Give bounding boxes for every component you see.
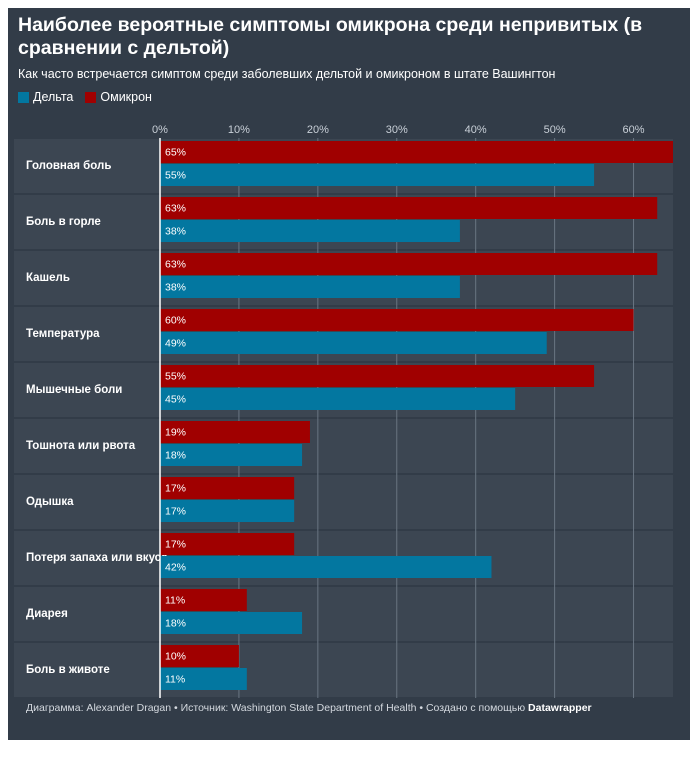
x-tick-label: 50% [544, 124, 566, 136]
data-label-delta: 42% [165, 561, 186, 573]
row-band [14, 587, 673, 641]
legend-label-delta: Дельта [33, 90, 74, 104]
category-label: Головная боль [26, 160, 111, 172]
category-label: Мышечные боли [26, 384, 122, 396]
footer-credits: Диаграмма: Alexander Dragan • Источник: … [26, 702, 526, 714]
bar-delta [160, 332, 547, 354]
category-label: Потеря запаха или вкуса [26, 552, 168, 564]
category-label: Одышка [26, 496, 74, 508]
bar-delta [160, 612, 303, 634]
row-band [14, 643, 673, 697]
bar-omicron [160, 253, 658, 275]
legend: Дельта Омикрон [18, 90, 152, 104]
category-label: Температура [26, 328, 100, 340]
data-label-delta: 38% [165, 225, 186, 237]
legend-label-omicron: Омикрон [100, 90, 152, 104]
category-label: Диарея [26, 608, 68, 620]
bar-omicron [160, 365, 595, 387]
data-label-omicron: 10% [165, 650, 186, 662]
category-label: Боль в животе [26, 664, 110, 676]
data-label-delta: 49% [165, 337, 186, 349]
data-label-delta: 55% [165, 169, 186, 181]
data-label-delta: 45% [165, 393, 186, 405]
data-label-delta: 17% [165, 505, 186, 517]
bar-omicron [160, 533, 295, 555]
data-label-delta: 38% [165, 281, 186, 293]
x-tick-label: 0% [152, 124, 168, 136]
x-tick-label: 20% [307, 124, 329, 136]
bar-omicron [160, 309, 634, 331]
legend-item-delta: Дельта [18, 90, 73, 104]
data-label-delta: 18% [165, 449, 186, 461]
bar-delta [160, 444, 303, 466]
category-label: Тошнота или рвота [26, 440, 136, 452]
data-label-delta: 11% [165, 673, 185, 685]
bar-omicron [160, 141, 673, 163]
bar-omicron [160, 197, 658, 219]
bar-chart: 0% 10% 20% 30% 40% 50% 60% Головная боль 65% 55% Б… [14, 124, 673, 698]
chart-subtitle: Как часто встречается симптом среди забо… [18, 67, 556, 81]
data-label-omicron: 63% [165, 202, 186, 214]
x-tick-label: 40% [465, 124, 487, 136]
footer-brand: Datawrapper [528, 702, 592, 714]
chart-title: Наиболее вероятные симптомы омикрона сре… [18, 14, 643, 59]
bar-omicron [160, 589, 247, 611]
bar-delta [160, 220, 460, 242]
data-label-omicron: 63% [165, 258, 186, 270]
x-tick-label: 30% [386, 124, 408, 136]
category-label: Боль в горле [26, 216, 101, 228]
bar-delta [160, 164, 595, 186]
data-label-omicron: 11% [165, 594, 185, 606]
legend-swatch-omicron [85, 91, 97, 103]
data-label-delta: 18% [165, 617, 186, 629]
row-band [14, 475, 673, 529]
category-label: Кашель [26, 272, 70, 284]
bar-delta [160, 388, 516, 410]
x-tick-label: 10% [228, 124, 250, 136]
legend-swatch-delta [18, 91, 29, 103]
x-tick-label: 60% [623, 124, 645, 136]
data-label-omicron: 19% [165, 426, 186, 438]
data-label-omicron: 65% [165, 146, 186, 158]
data-label-omicron: 55% [165, 370, 186, 382]
data-label-omicron: 17% [165, 482, 186, 494]
bar-omicron [160, 645, 239, 667]
legend-item-omicron: Омикрон [85, 90, 152, 104]
bar-delta [160, 276, 460, 298]
bar-delta [160, 668, 247, 690]
data-label-omicron: 17% [165, 538, 186, 550]
bar-delta [160, 556, 492, 578]
footer: Диаграмма: Alexander Dragan • Источник: … [26, 702, 592, 714]
bar-omicron [160, 421, 310, 443]
bar-delta [160, 500, 295, 522]
row-band [14, 419, 673, 473]
bar-omicron [160, 477, 295, 499]
data-label-omicron: 60% [165, 314, 186, 326]
